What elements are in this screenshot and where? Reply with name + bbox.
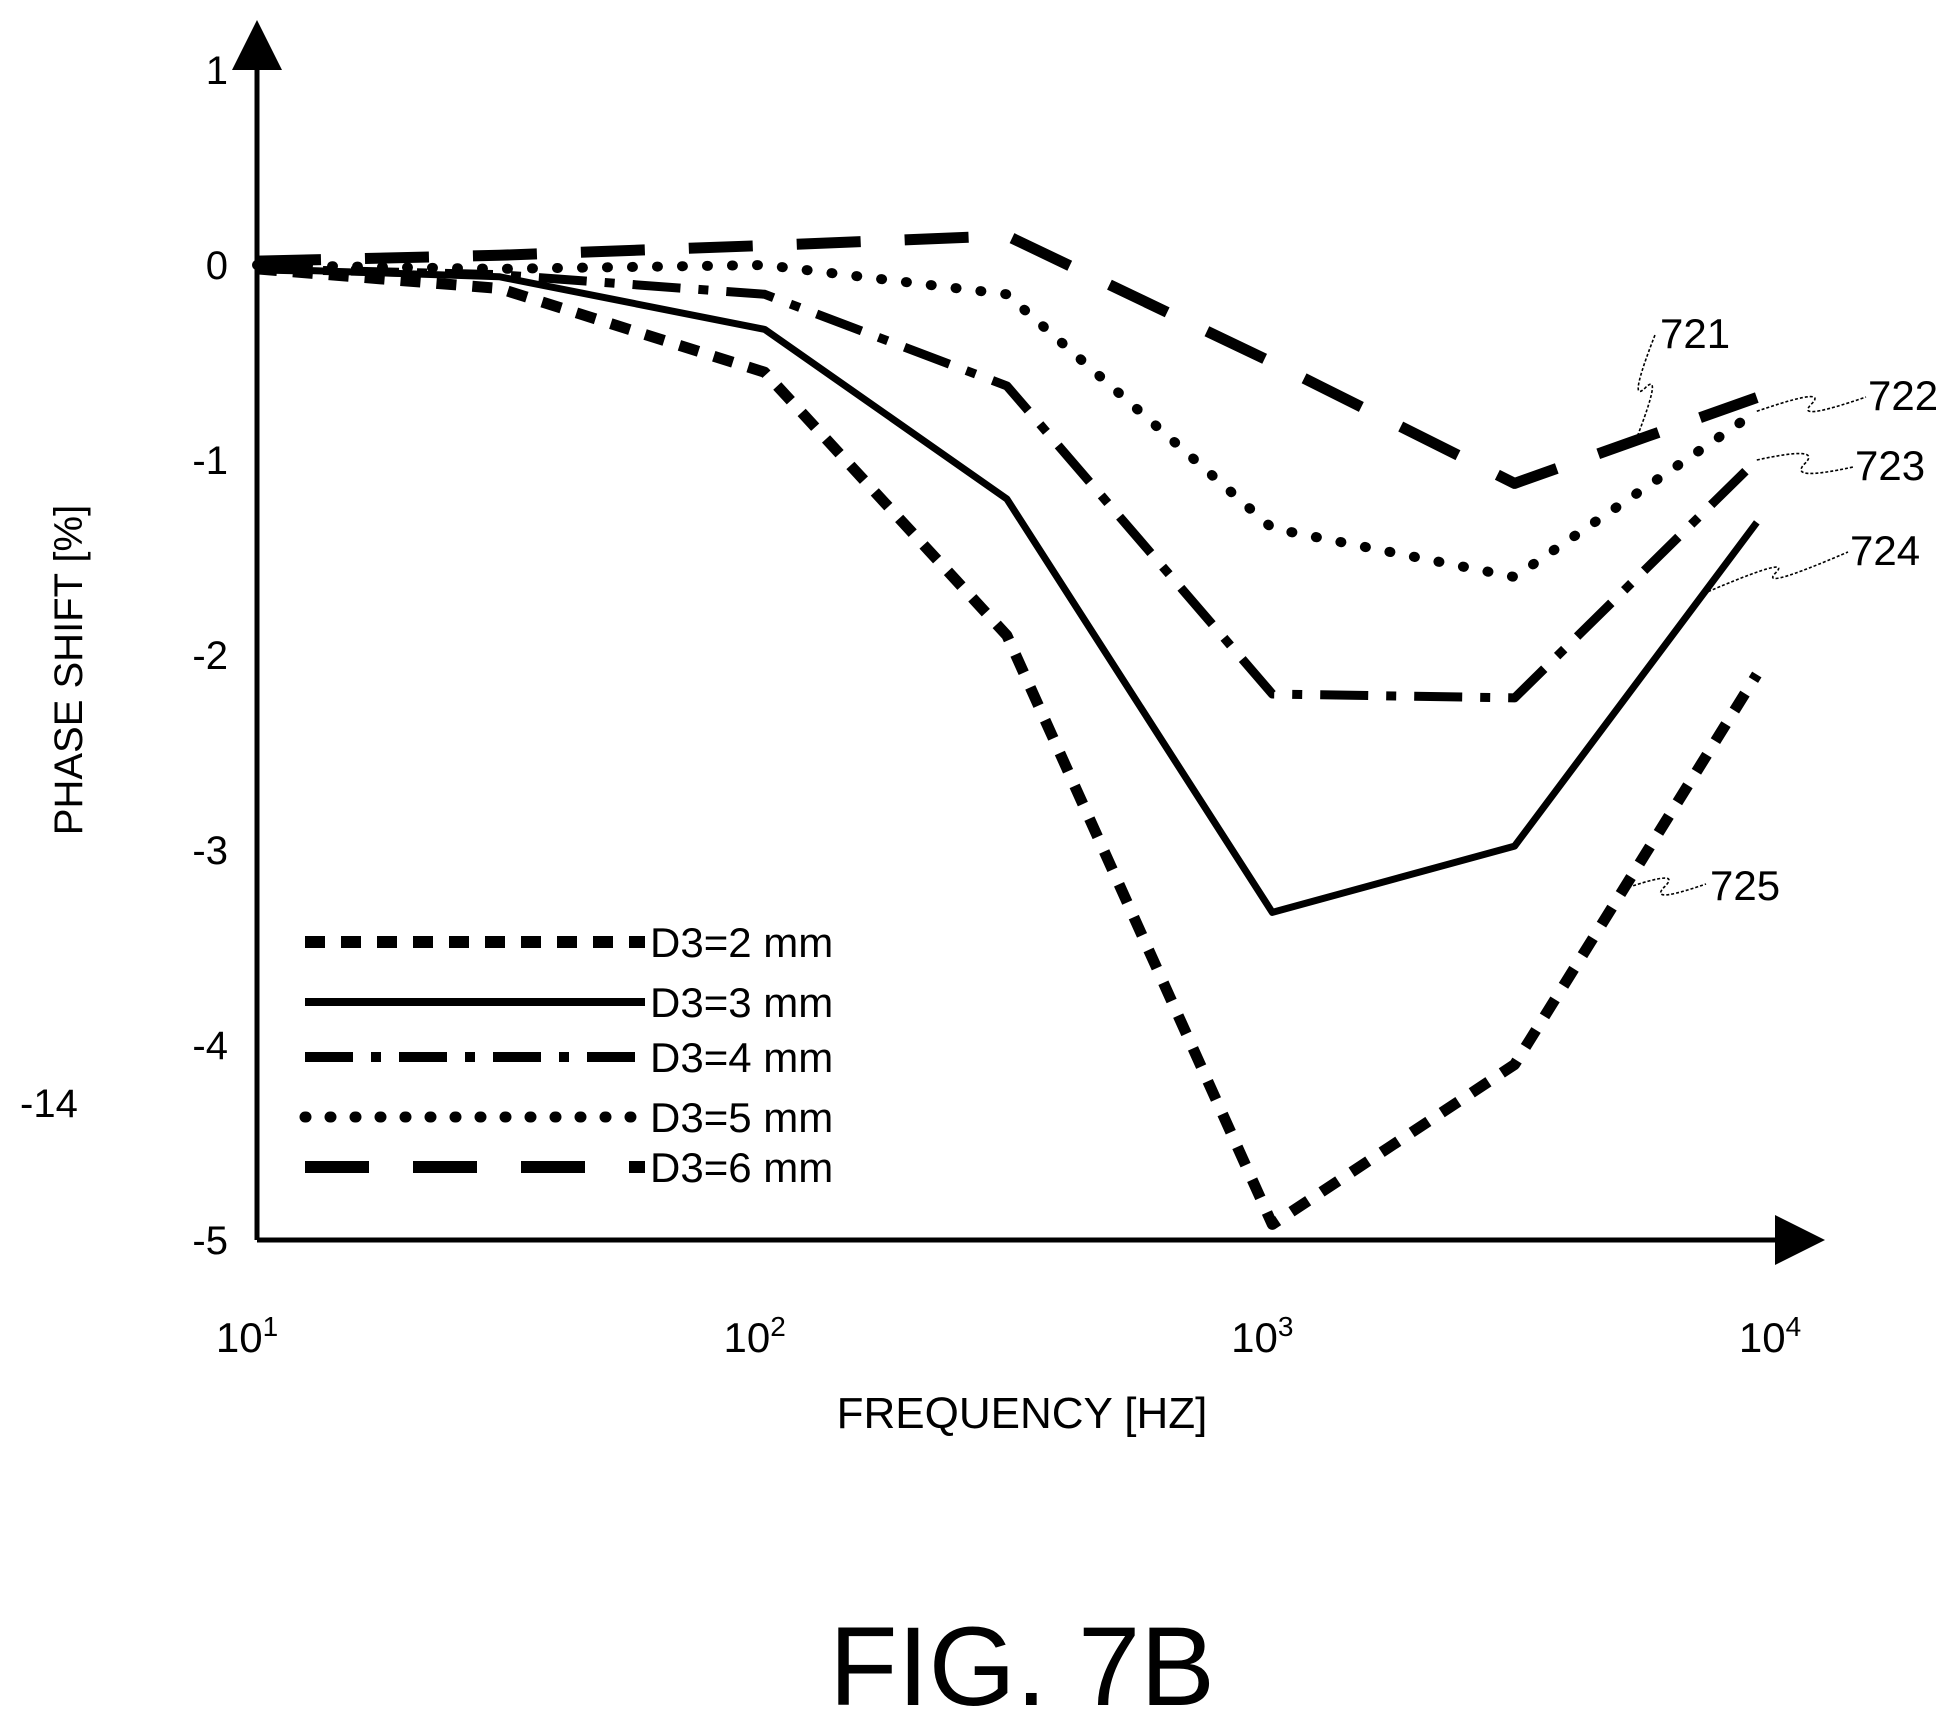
legend-label: D3=4 mm xyxy=(650,1034,833,1081)
legend-label: D3=5 mm xyxy=(650,1094,833,1141)
x-tick-label: 104 xyxy=(1739,1311,1801,1361)
legend-label: D3=2 mm xyxy=(650,919,833,966)
y-tick-label: -2 xyxy=(192,634,228,678)
y-tick-label: 0 xyxy=(206,244,228,288)
reference-leaders: 725 724 723 722 721 xyxy=(1623,310,1938,909)
x-tick-label: 102 xyxy=(724,1311,786,1361)
reference-numeral: 725 xyxy=(1710,862,1780,909)
x-tick-label: 101 xyxy=(216,1311,278,1361)
series-line xyxy=(256,265,1760,916)
y-tick-label: -4 xyxy=(192,1024,228,1068)
reference-numeral: 724 xyxy=(1850,527,1920,574)
y-tick-label: -5 xyxy=(192,1219,228,1263)
series-line xyxy=(256,264,1760,703)
reference-leader xyxy=(1703,551,1849,595)
reference-leader xyxy=(1634,334,1656,441)
reference-numeral: 722 xyxy=(1868,372,1938,419)
y-tick-labels: 1 0 -1 -2 -3 -4 -5 xyxy=(192,49,228,1263)
figure-label: FIG. 7B xyxy=(829,1604,1215,1726)
legend-label: D3=6 mm xyxy=(650,1144,833,1191)
series-line xyxy=(256,263,1762,1230)
stray-label: -14 xyxy=(20,1082,78,1126)
reference-leader xyxy=(1756,452,1854,475)
legend-label: D3=3 mm xyxy=(650,979,833,1026)
x-axis-title: FREQUENCY [HZ] xyxy=(837,1389,1208,1438)
series-line xyxy=(256,230,1759,489)
x-tick-label: 103 xyxy=(1231,1311,1293,1361)
series-lines xyxy=(252,230,1762,1230)
reference-numeral: 721 xyxy=(1660,310,1730,357)
y-tick-label: -1 xyxy=(192,439,228,483)
y-tick-label: -3 xyxy=(192,829,228,873)
reference-leader xyxy=(1756,395,1867,413)
y-axis-title: PHASE SHIFT [%] xyxy=(47,505,91,835)
y-tick-label: 1 xyxy=(206,49,228,93)
series-line xyxy=(252,260,1762,582)
reference-numeral: 723 xyxy=(1855,442,1925,489)
x-tick-labels: 101 102 103 104 xyxy=(216,1311,1801,1361)
reference-leader xyxy=(1623,877,1707,896)
